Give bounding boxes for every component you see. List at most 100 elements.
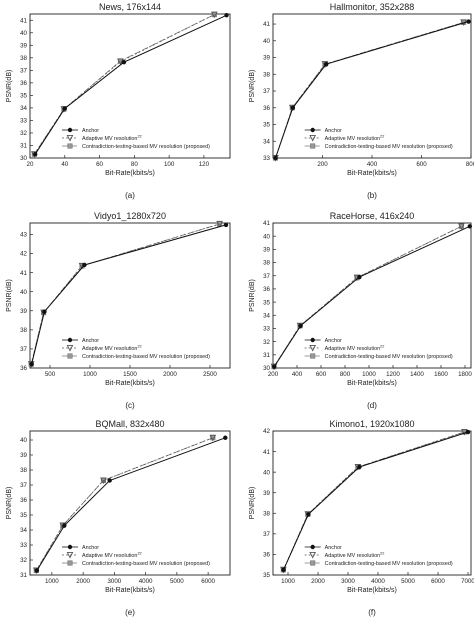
y-tick-label: 31 xyxy=(20,572,27,579)
x-tick-label: 3000 xyxy=(107,578,121,585)
y-tick-label: 43 xyxy=(20,232,27,239)
x-tick-label: 4000 xyxy=(371,578,385,585)
data-point-anchor xyxy=(42,309,47,314)
y-tick-label: 32 xyxy=(20,557,27,564)
legend-label-adaptive: Adaptive MV resolution22 xyxy=(82,552,142,559)
x-tick-label: 1000 xyxy=(281,578,295,585)
chart-panel-5: BQMall, 832x480 1000 2000 3000 4000 5000 6000 3… xyxy=(6,419,231,617)
x-axis-label: Bit-Rate(kbits/s) xyxy=(105,587,155,594)
x-tick-label: 120 xyxy=(199,161,210,168)
y-tick-label: 34 xyxy=(20,105,27,112)
x-tick-label: 7000 xyxy=(461,578,474,585)
y-tick-label: 34 xyxy=(263,138,270,145)
plot-frame xyxy=(29,13,231,159)
legend-label-anchor: Anchor xyxy=(82,338,99,344)
y-tick-label: 34 xyxy=(20,527,27,534)
series-line-anchor xyxy=(273,225,471,367)
x-tick-label: 500 xyxy=(45,371,56,378)
y-tick-label: 33 xyxy=(20,542,27,549)
y-tick-label: 37 xyxy=(20,346,27,353)
y-tick-label: 36 xyxy=(20,80,27,87)
data-point-adaptive xyxy=(458,223,465,230)
chart-panel-3: Vidyo1_1280x720 500 1000 1500 2000 2500 36 37 38… xyxy=(6,211,231,410)
y-tick-label: 35 xyxy=(20,512,27,519)
legend-marker-anchor xyxy=(67,127,73,133)
y-tick-label: 35 xyxy=(263,299,270,306)
data-point-adaptive xyxy=(216,220,223,228)
y-tick-label: 39 xyxy=(263,247,270,254)
x-axis-label: Bit-Rate(kbits/s) xyxy=(105,380,155,387)
y-tick-label: 30 xyxy=(20,155,27,162)
y-tick-label: 36 xyxy=(263,552,270,559)
data-point-anchor xyxy=(466,19,471,24)
legend-ref: 22 xyxy=(137,135,141,139)
chart-title: Kimono1, 1920x1080 xyxy=(329,419,414,429)
y-tick-label: 32 xyxy=(20,130,27,137)
legend-marker-proposed xyxy=(67,560,73,566)
data-point-anchor xyxy=(306,512,311,517)
legend-marker-anchor xyxy=(67,337,73,343)
y-tick-label: 40 xyxy=(20,437,27,444)
plot-frame xyxy=(272,222,472,369)
x-tick-label: 400 xyxy=(292,371,303,378)
y-tick-label: 41 xyxy=(263,21,270,28)
data-point-anchor xyxy=(223,222,229,228)
x-tick-label: 600 xyxy=(316,371,327,378)
legend-label-proposed: Contradiction-testing-based MV resolutio… xyxy=(82,561,210,567)
x-axis-label: Bit-Rate(kbits/s) xyxy=(347,380,397,387)
panel-label: (f) xyxy=(368,608,376,617)
data-point-anchor xyxy=(223,435,228,440)
y-tick-label: 37 xyxy=(263,88,270,95)
x-tick-label: 4000 xyxy=(139,578,153,585)
legend-marker-adaptive xyxy=(66,344,74,352)
y-tick-label: 41 xyxy=(20,17,27,24)
data-point-anchor xyxy=(281,567,286,573)
data-point-anchor xyxy=(273,155,278,161)
panel-label: (e) xyxy=(125,608,135,617)
legend-marker-proposed xyxy=(310,143,316,149)
y-axis-label: PSNR(dB) xyxy=(249,487,256,520)
data-point-adaptive xyxy=(461,428,468,436)
legend-label-adaptive: Adaptive MV resolution22 xyxy=(325,552,385,559)
series-line-proposed xyxy=(283,431,465,571)
y-tick-label: 35 xyxy=(20,93,27,100)
x-tick-label: 6000 xyxy=(431,578,445,585)
plot-frame xyxy=(29,430,231,576)
legend-label-proposed: Contradiction-testing-based MV resolutio… xyxy=(325,354,453,360)
y-tick-label: 41 xyxy=(263,220,270,227)
y-tick-label: 41 xyxy=(263,449,270,456)
y-tick-label: 40 xyxy=(263,38,270,45)
x-tick-label: 200 xyxy=(268,371,279,378)
legend-marker-adaptive xyxy=(309,344,317,352)
legend-label-adaptive: Adaptive MV resolution22 xyxy=(325,135,385,142)
y-tick-label: 37 xyxy=(20,68,27,75)
y-tick-label: 36 xyxy=(20,497,27,504)
y-tick-label: 39 xyxy=(20,43,27,50)
data-point-anchor xyxy=(224,13,229,18)
x-axis-label: Bit-Rate(kbits/s) xyxy=(347,170,397,177)
x-tick-label: 600 xyxy=(416,161,427,168)
chart-panel-2: Hallmonitor, 352x288 200 400 600 800 33 34 35 36… xyxy=(249,2,474,200)
legend-ref: 22 xyxy=(137,552,141,556)
panel-label: (c) xyxy=(125,401,135,410)
legend-label-proposed: Contradiction-testing-based MV resolutio… xyxy=(82,354,210,360)
y-axis-label: PSNR(dB) xyxy=(249,70,256,103)
y-tick-label: 38 xyxy=(20,467,27,474)
legend-label-anchor: Anchor xyxy=(325,338,342,344)
chart-panel-1: News, 176x144 20 40 60 80 100 120 30 31 32 33 34 35 3… xyxy=(6,2,231,200)
y-tick-label: 39 xyxy=(20,308,27,315)
series-line-adaptive xyxy=(283,431,465,571)
y-tick-label: 33 xyxy=(263,326,270,333)
data-point-anchor xyxy=(62,523,67,528)
data-point-anchor xyxy=(33,152,38,157)
y-tick-label: 38 xyxy=(20,55,27,62)
legend-marker-proposed xyxy=(310,560,316,566)
legend-label-proposed: Contradiction-testing-based MV resolutio… xyxy=(82,144,210,150)
y-tick-label: 40 xyxy=(263,233,270,240)
x-tick-label: 2000 xyxy=(76,578,90,585)
legend-label-adaptive: Adaptive MV resolution22 xyxy=(325,345,385,352)
